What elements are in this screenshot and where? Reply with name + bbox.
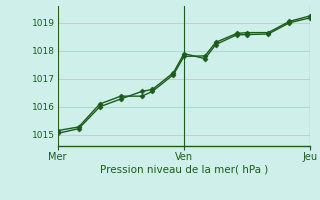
X-axis label: Pression niveau de la mer( hPa ): Pression niveau de la mer( hPa ) xyxy=(100,164,268,174)
